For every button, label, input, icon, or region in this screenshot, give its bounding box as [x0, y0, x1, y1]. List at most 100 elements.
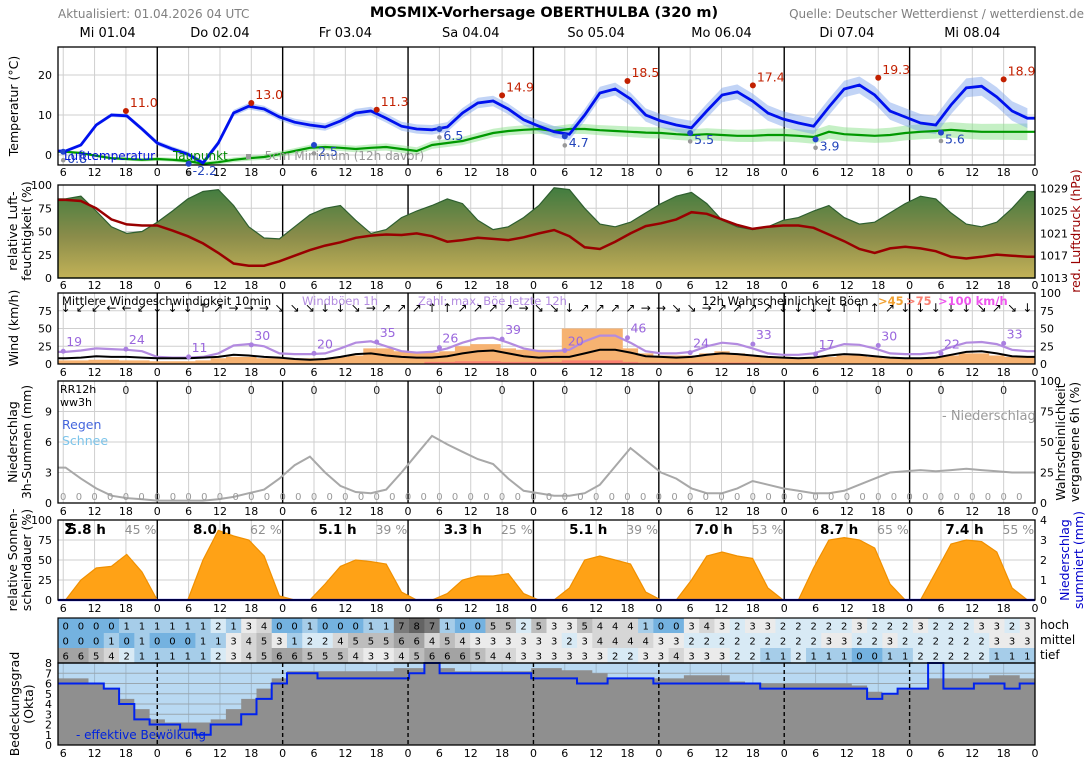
okta-cell	[806, 648, 822, 663]
x-tick-label: 18	[370, 602, 384, 615]
okta-cell	[58, 618, 74, 633]
wind-direction-arrow: ↘	[671, 301, 681, 315]
okta-cell	[103, 633, 120, 648]
okta-cell	[149, 633, 166, 648]
okta-cell	[210, 618, 227, 633]
tmax-label: 14.9	[506, 79, 534, 94]
rr12h-value: 0	[624, 384, 631, 397]
right-tick-label: 0	[1040, 497, 1047, 510]
okta-cell-value: 4	[627, 622, 633, 633]
x-tick-label: 12	[840, 366, 854, 379]
okta-cell-value: 6	[291, 652, 297, 663]
wind-direction-arrow: ↑	[427, 301, 437, 315]
okta-cell	[867, 648, 883, 663]
right-tick-label: 0	[1040, 358, 1047, 371]
x-tick-label: 6	[687, 602, 694, 615]
okta-cell-value: 2	[948, 652, 954, 663]
gust-value-label: 30	[881, 329, 897, 344]
okta-cell-value: 0	[658, 622, 664, 633]
temperature-legend: Lufttemperatur Taupunkt 5cm Minimum (12h…	[64, 149, 452, 163]
wind-direction-arrow: ↓	[335, 301, 345, 315]
okta-cell-value: 3	[994, 637, 1000, 648]
ww3h-value: 0	[1000, 492, 1006, 503]
wind-direction-arrow: ↓	[931, 301, 941, 315]
airtemp-line	[58, 83, 1035, 165]
x-tick-label: 6	[185, 602, 192, 615]
okta-cell-value: 4	[429, 637, 435, 648]
x-tick-label: 6	[311, 166, 318, 179]
x-tick-label: 18	[746, 602, 760, 615]
okta-cell	[164, 633, 181, 648]
wind-header-gt75: >75	[906, 294, 932, 308]
y-tick-label: 3	[45, 466, 52, 479]
ww3h-value: 0	[452, 492, 458, 503]
okta-cell	[744, 648, 761, 663]
ww3h-value: 0	[530, 492, 536, 503]
x-tick-label: 18	[119, 166, 133, 179]
x-tick-label: 6	[561, 747, 568, 760]
x-tick-label: 12	[338, 505, 352, 518]
okta-cell	[256, 648, 273, 663]
x-tick-label: 6	[311, 366, 318, 379]
okta-cell	[622, 618, 639, 633]
okta-cell	[531, 633, 547, 648]
gust-dot	[60, 348, 66, 354]
x-tick-label: 18	[620, 505, 634, 518]
sun-percent-label: 55 %	[1002, 522, 1034, 537]
okta-cell	[851, 648, 868, 663]
x-tick-label: 12	[965, 166, 979, 179]
okta-cell	[149, 618, 166, 633]
x-tick-label: 12	[589, 505, 603, 518]
x-tick-label: 12	[965, 602, 979, 615]
ww3h-value: 0	[107, 492, 113, 503]
okta-cell	[683, 633, 700, 648]
x-tick-label: 12	[464, 505, 478, 518]
okta-cell	[485, 648, 502, 663]
okta-cell	[225, 633, 242, 648]
okta-cell	[683, 648, 700, 663]
okta-cell	[836, 648, 853, 663]
okta-cell-value: 5	[581, 622, 587, 633]
okta-cell	[286, 648, 303, 663]
ww3h-value: 0	[201, 492, 207, 503]
okta-cell-value: 3	[719, 622, 725, 633]
tmax-label: 19.3	[882, 62, 910, 77]
wind-direction-arrow: ↓	[961, 301, 971, 315]
wind-direction-arrow: ↑	[854, 301, 864, 315]
ww3h-value: 0	[170, 492, 176, 503]
okta-cell-value: 2	[963, 622, 969, 633]
okta-cell-value: 1	[185, 652, 191, 663]
ww3h-value: 0	[374, 492, 380, 503]
x-tick-label: 18	[871, 747, 885, 760]
okta-cell-value: 4	[246, 637, 252, 648]
okta-cell	[592, 648, 609, 663]
day-label: Fr 03.04	[319, 26, 372, 41]
okta-cell-value: 5	[322, 652, 328, 663]
x-tick-label: 18	[746, 166, 760, 179]
okta-cell-value: 5	[337, 652, 343, 663]
okta-cell	[989, 648, 1005, 663]
x-tick-label: 18	[370, 505, 384, 518]
okta-cell	[1004, 633, 1021, 648]
x-tick-label: 18	[746, 747, 760, 760]
tmax-label: 18.5	[631, 65, 659, 80]
rr12h-value: 0	[1000, 384, 1007, 397]
okta-cell-value: 2	[780, 637, 786, 648]
okta-cell-value: 2	[933, 637, 939, 648]
okta-cell-value: 3	[597, 652, 603, 663]
x-tick-label: 0	[530, 166, 537, 179]
okta-cell	[134, 618, 151, 633]
x-tick-label: 18	[997, 279, 1011, 292]
okta-cell	[332, 648, 349, 663]
okta-cell-value: 5	[505, 622, 511, 633]
okta-cell-value: 0	[78, 637, 84, 648]
wind-header-mean: Mittlere Windgeschwindigkeit 10min	[62, 294, 272, 308]
okta-cell	[164, 648, 181, 663]
ww3h-value: 0	[750, 492, 756, 503]
okta-cell-value: 0	[93, 622, 99, 633]
y-tick-label: 8	[45, 657, 52, 670]
x-tick-label: 12	[213, 747, 227, 760]
gust-value-label: 20	[317, 336, 333, 351]
ww3h-value: 0	[185, 492, 191, 503]
wind-header-gt45: >45	[878, 294, 904, 308]
